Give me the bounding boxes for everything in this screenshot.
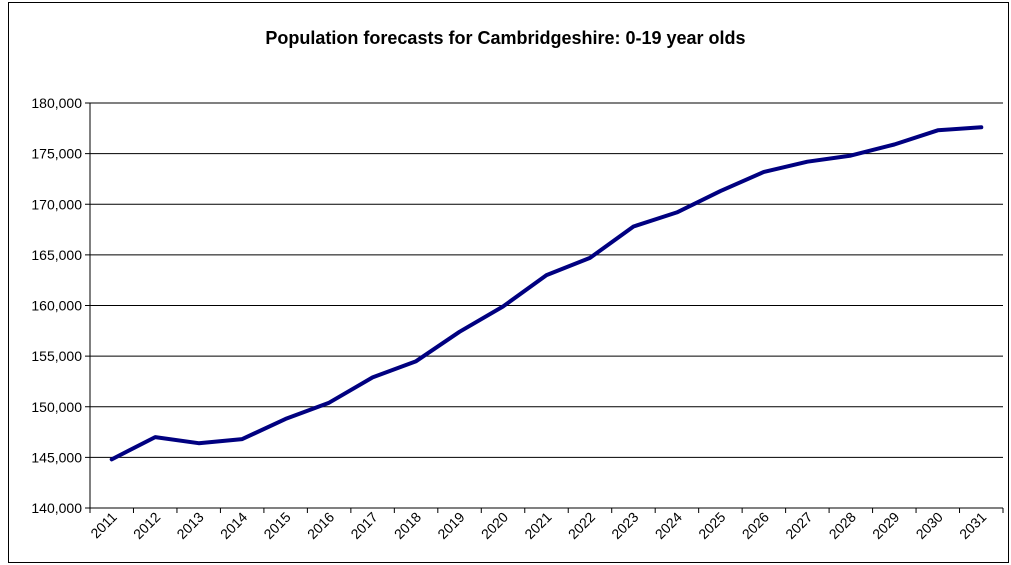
y-tick-label: 170,000 <box>31 196 82 212</box>
x-tick-label: 2021 <box>521 509 554 542</box>
x-tick-label: 2023 <box>608 509 641 542</box>
series-line <box>109 125 984 462</box>
y-tick-label: 175,000 <box>31 146 82 162</box>
y-tick-label: 145,000 <box>31 449 82 465</box>
chart-frame <box>8 2 1009 563</box>
x-tick-label: 2027 <box>782 509 815 542</box>
x-tick-label: 2025 <box>695 509 728 542</box>
x-tick-label: 2016 <box>304 509 337 542</box>
plot-area <box>109 125 984 462</box>
y-tick-label: 150,000 <box>31 399 82 415</box>
x-tick-label: 2020 <box>478 509 511 542</box>
x-tick-label: 2013 <box>173 509 206 542</box>
y-axis: 140,000 145,000 150,000 155,000 160,000 165,0… <box>31 95 91 516</box>
x-tick-label: 2018 <box>391 509 424 542</box>
x-tick-label: 2014 <box>217 509 250 542</box>
x-tick-label: 2015 <box>260 509 293 542</box>
x-tick-label: 2030 <box>913 509 946 542</box>
x-tick-label: 2028 <box>826 509 859 542</box>
x-tick-label: 2022 <box>565 509 598 542</box>
x-tick-label: 2011 <box>87 509 120 542</box>
chart-title: Population forecasts for Cambridgeshire:… <box>265 28 746 48</box>
y-tick-label: 160,000 <box>31 298 82 314</box>
gridlines <box>90 102 1003 509</box>
y-tick-label: 180,000 <box>31 95 82 111</box>
x-tick-label: 2031 <box>956 509 989 542</box>
x-tick-label: 2017 <box>347 509 380 542</box>
x-tick-label: 2019 <box>434 509 467 542</box>
x-tick-label: 2026 <box>739 509 772 542</box>
y-tick-label: 140,000 <box>31 500 82 516</box>
y-tick-label: 165,000 <box>31 247 82 263</box>
x-axis: 2011 2012 2013 2014 2015 2016 2017 2018 2019 2020… <box>87 507 1004 542</box>
x-tick-label: 2024 <box>652 509 685 542</box>
x-tick-label: 2012 <box>130 509 163 542</box>
x-tick-label: 2029 <box>869 509 902 542</box>
y-tick-label: 155,000 <box>31 348 82 364</box>
